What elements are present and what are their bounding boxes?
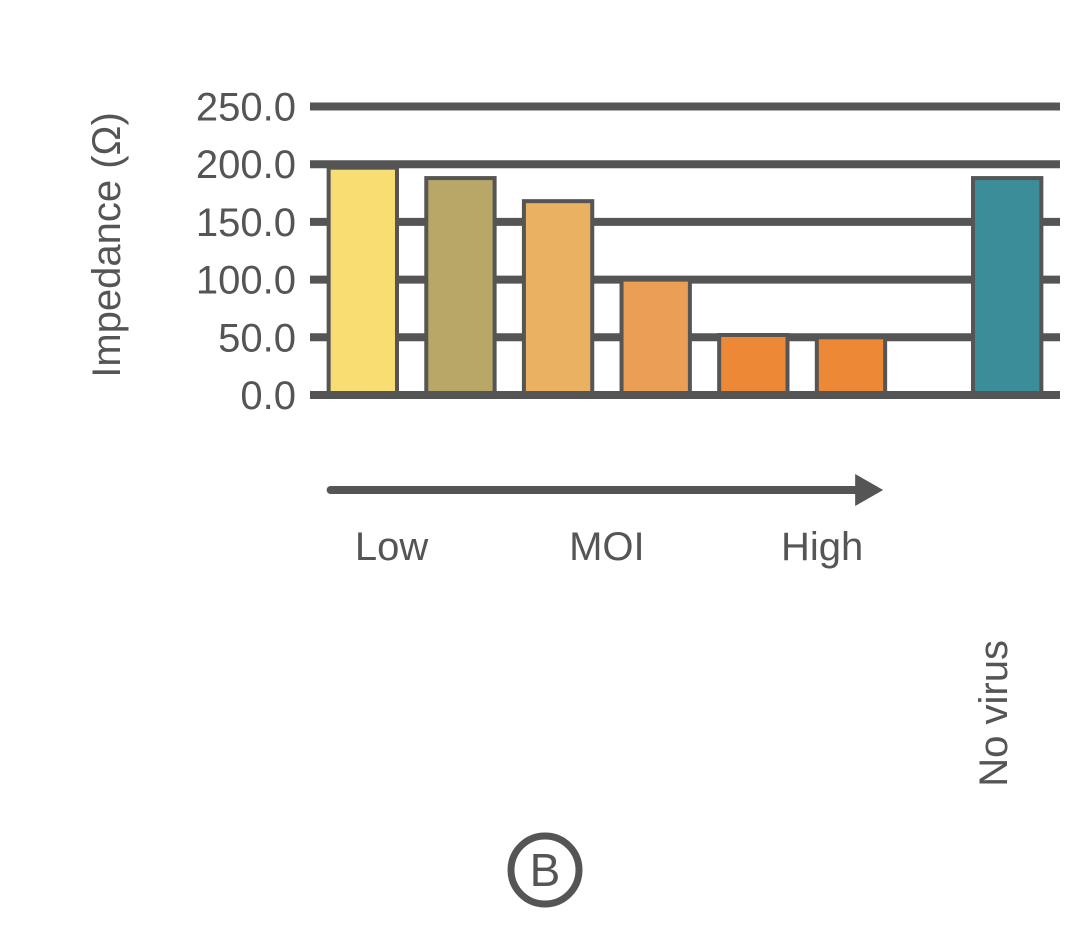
x-label-novirus: No virus bbox=[972, 640, 1016, 787]
y-tick-label: 200.0 bbox=[196, 143, 296, 187]
impedance-bar-chart: 0.0 50.0 100.0 150.0 200.0 250.0 Impedance (Ω)… bbox=[0, 0, 1090, 947]
panel-letter: B bbox=[530, 844, 561, 896]
bar-5 bbox=[719, 335, 787, 395]
bar-3 bbox=[524, 201, 592, 395]
y-tick-label: 150.0 bbox=[196, 201, 296, 245]
y-tick-label: 100.0 bbox=[196, 259, 296, 303]
x-label-high: High bbox=[781, 525, 863, 569]
y-tick-labels: 0.0 50.0 100.0 150.0 200.0 250.0 bbox=[196, 86, 296, 418]
bar-4 bbox=[622, 280, 690, 395]
y-tick-label: 0.0 bbox=[240, 374, 296, 418]
moi-arrow-head bbox=[855, 474, 883, 506]
bar-2 bbox=[426, 178, 494, 395]
y-tick-label: 250.0 bbox=[196, 86, 296, 130]
y-axis-label: Impedance (Ω) bbox=[85, 112, 129, 378]
x-label-moi: MOI bbox=[569, 525, 645, 569]
bar-7 bbox=[973, 178, 1041, 395]
x-label-low: Low bbox=[355, 525, 428, 569]
bar-1 bbox=[329, 168, 397, 395]
bar-6 bbox=[817, 337, 885, 395]
y-tick-label: 50.0 bbox=[218, 316, 296, 360]
